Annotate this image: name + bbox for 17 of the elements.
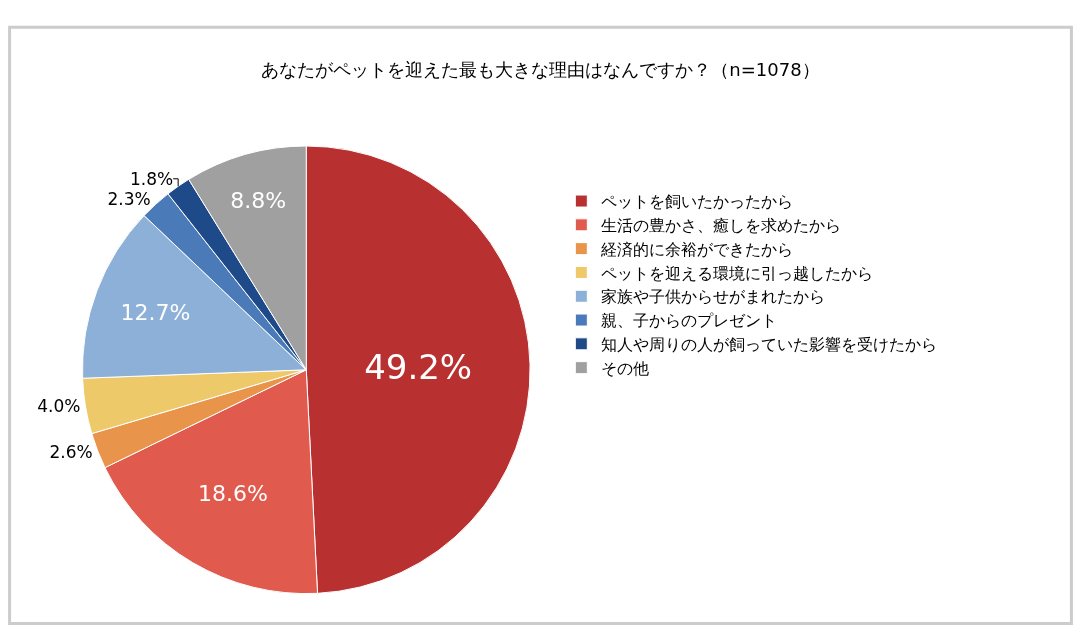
data-label: 2.3%: [107, 188, 151, 209]
legend-label: ペットを迎える環境に引っ越したから: [601, 263, 874, 283]
legend-label: 生活の豊かさ、癒しを求めたから: [601, 216, 842, 236]
legend-label: 親、子からのプレゼント: [601, 311, 778, 331]
legend-label: その他: [601, 358, 650, 378]
data-label: 1.8%: [129, 168, 174, 189]
data-label: 18.6%: [197, 481, 268, 507]
legend-label: 知人や周りの人が飼っていた影響を受けたから: [601, 335, 938, 355]
data-label: 2.6%: [49, 442, 93, 463]
legend-label: ペットを飼いたかったから: [601, 192, 794, 212]
legend-label: 経済的に余裕ができたから: [600, 239, 794, 259]
legend-label: 家族や子供からせがまれたから: [601, 287, 826, 307]
data-label: 4.0%: [37, 396, 81, 417]
data-label: 12.7%: [120, 300, 191, 326]
data-label: 8.8%: [230, 188, 287, 214]
data-label: 49.2%: [364, 346, 473, 387]
chart-title: あなたがペットを迎えた最も大きな理由はなんですか？（n=1078）: [261, 58, 820, 80]
